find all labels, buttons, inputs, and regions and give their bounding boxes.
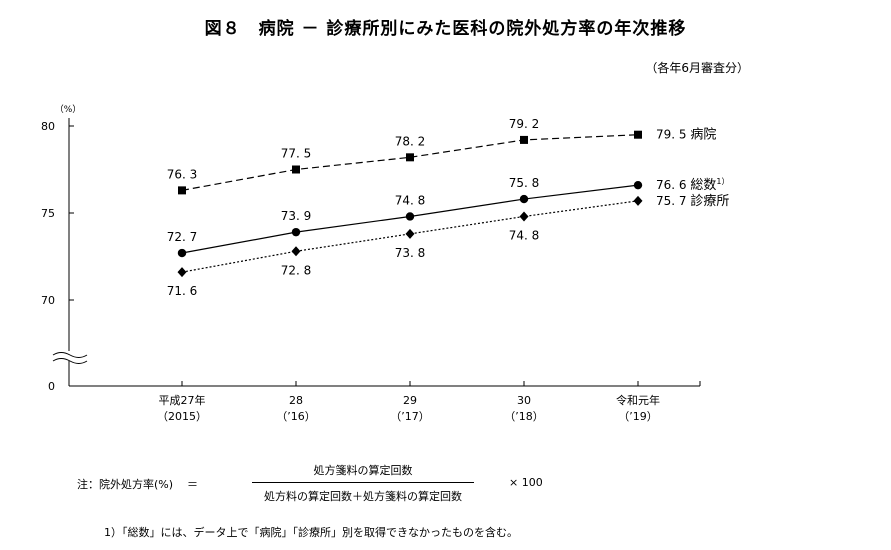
x-tick-label-year: （’16） xyxy=(276,410,316,423)
data-label: 75. 8 xyxy=(509,176,540,190)
data-point-diamond xyxy=(405,228,415,239)
data-point-square xyxy=(520,135,528,144)
data-point-circle xyxy=(405,212,415,221)
data-label: 79. 2 xyxy=(509,117,540,131)
y-tick-label: 80 xyxy=(41,120,55,133)
data-point-diamond xyxy=(519,211,529,222)
data-point-square xyxy=(292,165,300,174)
series-line-0 xyxy=(181,134,639,191)
x-tick-label: 28 xyxy=(289,394,303,407)
series-name: 総数 xyxy=(690,178,716,193)
data-label: 76. 6 総数1） xyxy=(656,177,729,193)
data-point-square xyxy=(634,130,642,139)
data-label: 73. 9 xyxy=(281,209,312,223)
data-label: 76. 3 xyxy=(167,167,198,181)
data-label: 77. 5 xyxy=(281,147,312,161)
data-label: 73. 8 xyxy=(395,246,426,260)
axis-break-mark-lower xyxy=(52,358,88,364)
y-tick-label: 75 xyxy=(41,207,55,220)
series-line-2 xyxy=(181,200,639,273)
formula-numerator: 処方箋料の算定回数 xyxy=(313,464,413,477)
x-tick-label-year: （’19） xyxy=(618,410,658,423)
series-name: 診療所 xyxy=(690,193,729,209)
formula-label: 注：院外処方率(%) xyxy=(77,478,174,491)
data-point-square xyxy=(406,153,414,162)
data-point-circle xyxy=(177,248,187,258)
data-point-circle xyxy=(519,194,529,204)
data-label: 75. 7 診療所 xyxy=(656,193,729,209)
data-point-square xyxy=(178,186,186,195)
x-tick-label-year: （’18） xyxy=(504,410,544,423)
y-tick-label: 70 xyxy=(41,294,55,307)
data-label: 72. 8 xyxy=(281,263,312,277)
series-name-footnote-mark: 1） xyxy=(716,177,729,186)
data-point-diamond xyxy=(177,267,187,278)
formula-equals: ＝ xyxy=(187,478,198,491)
data-point-circle xyxy=(633,180,643,190)
series-name: 病院 xyxy=(690,128,716,143)
x-tick-label-year: （2015） xyxy=(157,410,207,423)
formula-multiplier: × 100 xyxy=(509,476,543,489)
data-label: 72. 7 xyxy=(167,230,198,244)
formula-denominator: 処方料の算定回数＋処方箋料の算定回数 xyxy=(264,490,462,503)
data-point-diamond xyxy=(633,195,643,206)
data-label: 71. 6 xyxy=(167,284,198,298)
y-axis-label: （%） xyxy=(55,104,82,115)
data-point-diamond xyxy=(291,246,301,257)
x-tick-label: 令和元年 xyxy=(616,393,660,407)
x-tick-label: 平成27年 xyxy=(159,393,206,407)
data-label: 74. 8 xyxy=(395,193,426,207)
axis-break-mark-upper xyxy=(52,352,88,358)
data-label: 79. 5 病院 xyxy=(656,128,716,143)
page-title: 図８ 病院 － 診療所別にみた医科の院外処方率の年次推移 xyxy=(204,19,687,39)
footnote-1: 1）「総数」には、データ上で「病院」「診療所」別を取得できなかったものを含む。 xyxy=(104,526,518,539)
x-tick-label-year: （’17） xyxy=(390,410,430,423)
chart-subtitle: （各年6月審査分） xyxy=(645,61,749,75)
data-point-circle xyxy=(291,227,301,237)
axis-break-gap xyxy=(53,351,87,361)
x-tick-label: 29 xyxy=(403,394,417,407)
y-tick-label-zero: 0 xyxy=(48,380,55,393)
data-label: 74. 8 xyxy=(509,228,540,242)
data-label: 78. 2 xyxy=(395,134,426,148)
formula-fraction-bar xyxy=(252,482,474,483)
x-tick-label: 30 xyxy=(517,394,531,407)
